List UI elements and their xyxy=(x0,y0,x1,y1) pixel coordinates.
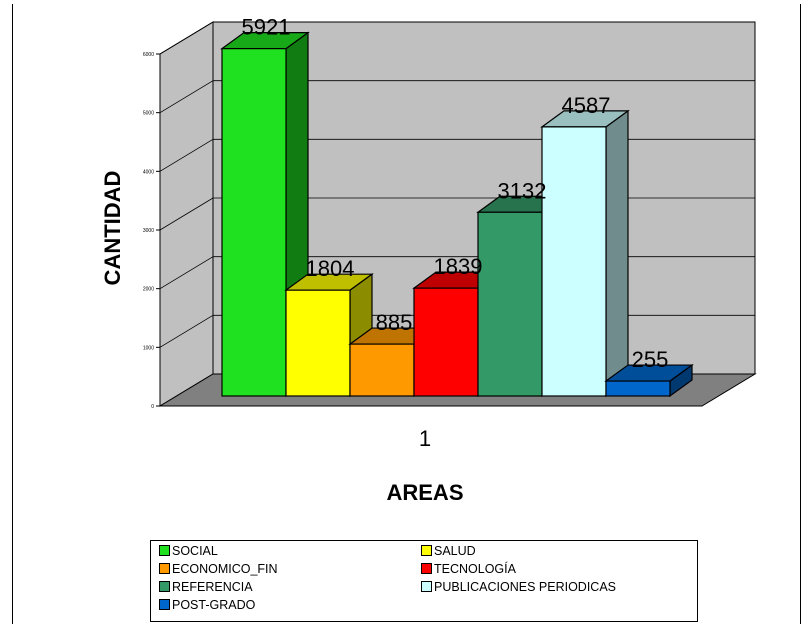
y-tick-label: 5000 xyxy=(143,111,154,117)
bar xyxy=(284,272,374,398)
gridline xyxy=(159,256,214,290)
bar-front xyxy=(285,289,351,397)
bar-side xyxy=(605,109,629,398)
legend-item: TECNOLOGÍA xyxy=(421,562,516,576)
gridline xyxy=(159,197,214,231)
legend: SOCIAL SALUD ECONOMICO_FIN TECNOLOGÍA REFERE… xyxy=(150,540,698,622)
gridline xyxy=(159,314,214,348)
bar-front xyxy=(349,343,415,397)
legend-item: REFERENCIA xyxy=(159,580,253,594)
legend-swatch xyxy=(421,563,432,574)
gridline xyxy=(159,80,214,114)
y-tick-label: 0 xyxy=(151,404,154,410)
legend-label: PUBLICACIONES PERIODICAS xyxy=(434,580,616,594)
legend-swatch xyxy=(159,581,170,592)
x-axis-title: AREAS xyxy=(386,480,463,505)
bar-series xyxy=(220,31,694,398)
legend-label: REFERENCIA xyxy=(172,580,253,594)
legend-label: SOCIAL xyxy=(172,544,218,558)
bar-front xyxy=(221,48,287,397)
data-label: 5921 xyxy=(242,15,291,40)
y-axis: 0 1000 2000 3000 4000 5000 6000 xyxy=(143,52,161,410)
bar-front xyxy=(605,380,671,397)
bar xyxy=(540,109,630,398)
chart-frame xyxy=(12,4,801,624)
legend-label: SALUD xyxy=(434,544,476,558)
bar xyxy=(604,363,694,398)
y-tick-label: 1000 xyxy=(143,345,154,351)
y-tick-label: 4000 xyxy=(143,169,154,175)
legend-swatch xyxy=(159,599,170,610)
data-label: 885 xyxy=(376,310,413,335)
chart: 0 1000 2000 3000 4000 5000 6000 5921 1804 885 183… xyxy=(100,15,757,505)
legend-item: POST-GRADO xyxy=(159,598,255,612)
bar-front xyxy=(541,126,607,397)
y-tick-label: 3000 xyxy=(143,228,154,234)
gridline xyxy=(159,21,214,55)
data-label: 255 xyxy=(632,347,669,372)
data-label: 1839 xyxy=(434,254,483,279)
data-labels: 5921 1804 885 1839 3132 4587 255 xyxy=(242,15,669,372)
bar-front xyxy=(413,287,479,397)
legend-swatch xyxy=(159,563,170,574)
gridline xyxy=(159,138,214,172)
legend-label: POST-GRADO xyxy=(172,598,256,612)
legend-item: PUBLICACIONES PERIODICAS xyxy=(421,580,616,594)
data-label: 4587 xyxy=(562,93,611,118)
legend-swatch xyxy=(421,545,432,556)
legend-label: TECNOLOGÍA xyxy=(434,562,516,576)
y-tick-label: 6000 xyxy=(143,52,154,58)
legend-item: SOCIAL xyxy=(159,544,218,558)
legend-item: ECONOMICO_FIN xyxy=(159,562,278,576)
bar-front xyxy=(477,211,543,397)
data-label: 1804 xyxy=(306,256,355,281)
legend-label: ECONOMICO_FIN xyxy=(172,562,278,576)
y-axis-title: CANTIDAD xyxy=(100,171,125,286)
legend-item: SALUD xyxy=(421,544,476,558)
y-tick-label: 2000 xyxy=(143,287,154,293)
data-label: 3132 xyxy=(498,178,547,203)
legend-swatch xyxy=(421,581,432,592)
legend-swatch xyxy=(159,545,170,556)
category-tick-label: 1 xyxy=(419,426,431,451)
